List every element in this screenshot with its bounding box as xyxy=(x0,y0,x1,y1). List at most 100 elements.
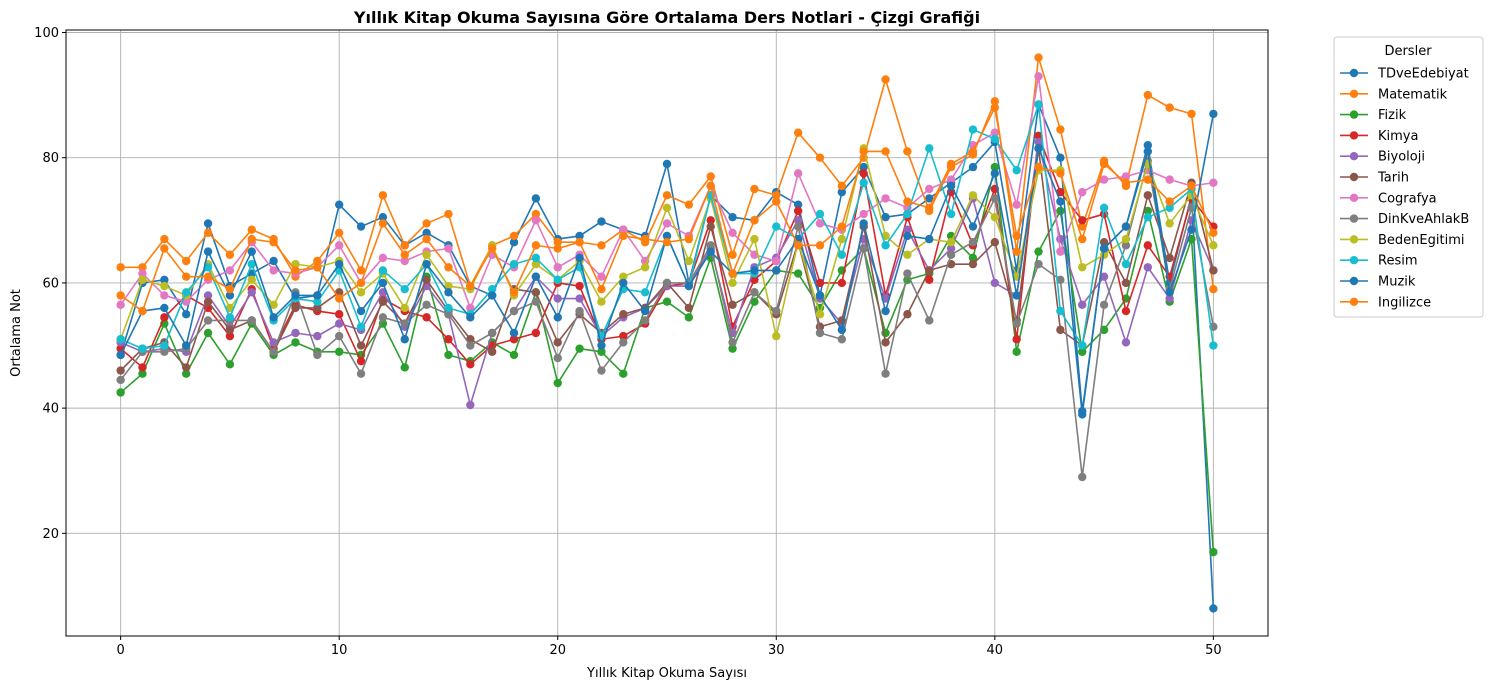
data-point xyxy=(662,231,672,241)
legend-marker xyxy=(1349,256,1359,265)
data-point xyxy=(1012,319,1021,328)
data-point xyxy=(531,194,541,203)
data-point xyxy=(422,300,431,310)
data-point xyxy=(728,300,737,310)
x-tick-label: 0 xyxy=(116,643,124,658)
data-point xyxy=(378,313,388,322)
y-tick-label: 80 xyxy=(42,151,59,166)
legend-item: BedenEgitimi xyxy=(1340,233,1464,248)
data-point xyxy=(247,225,256,234)
data-point xyxy=(1143,175,1153,184)
data-point xyxy=(968,125,978,134)
data-point xyxy=(1078,234,1087,244)
data-point xyxy=(793,128,803,137)
data-point xyxy=(313,331,322,341)
data-point xyxy=(356,369,366,378)
data-point xyxy=(400,250,409,259)
data-point xyxy=(728,228,737,238)
data-point xyxy=(815,328,825,338)
data-point xyxy=(1056,187,1065,197)
legend-label: Matematik xyxy=(1378,87,1448,102)
data-point xyxy=(706,172,715,181)
legend-marker xyxy=(1349,89,1359,99)
data-point xyxy=(531,241,541,250)
y-tick-label: 60 xyxy=(42,276,59,291)
axes: 0 10 20 30 40 50 20 40 60 80 100 xyxy=(34,26,1221,658)
data-point xyxy=(903,269,912,278)
data-point xyxy=(968,162,978,172)
data-point xyxy=(990,238,1000,247)
data-point xyxy=(750,184,759,194)
data-point xyxy=(1209,178,1218,187)
data-point xyxy=(859,244,868,253)
data-point xyxy=(509,231,519,241)
data-point xyxy=(203,263,213,272)
data-point xyxy=(553,338,562,347)
data-point xyxy=(203,272,213,281)
data-point xyxy=(1143,263,1153,272)
data-point xyxy=(225,303,235,313)
data-point xyxy=(378,219,388,228)
data-point xyxy=(444,310,453,319)
data-point xyxy=(1056,153,1065,162)
data-point xyxy=(422,250,431,259)
data-point xyxy=(575,344,584,353)
data-point xyxy=(968,147,978,156)
data-point xyxy=(750,250,759,259)
data-point xyxy=(334,310,344,319)
data-point xyxy=(859,178,868,187)
data-point xyxy=(1012,231,1021,241)
data-point xyxy=(400,241,409,250)
data-point xyxy=(1143,241,1153,250)
y-tick-label: 20 xyxy=(42,527,59,542)
data-point xyxy=(793,222,803,231)
data-point xyxy=(160,303,169,313)
y-axis-label: Ortalama Not xyxy=(9,289,24,377)
data-point xyxy=(334,347,344,356)
data-point xyxy=(487,328,497,338)
data-point xyxy=(553,238,562,247)
data-point xyxy=(116,335,125,344)
data-point xyxy=(946,159,956,169)
data-point xyxy=(531,216,541,225)
data-point xyxy=(619,310,628,319)
data-point xyxy=(400,319,409,328)
legend-marker xyxy=(1349,297,1359,306)
data-point xyxy=(946,250,956,259)
data-point xyxy=(1078,347,1087,356)
data-point xyxy=(269,266,278,275)
data-point xyxy=(1121,172,1131,181)
data-point xyxy=(772,331,781,341)
data-point xyxy=(1012,166,1021,175)
data-point xyxy=(684,256,694,266)
data-point xyxy=(247,275,256,284)
data-point xyxy=(334,294,344,303)
data-point xyxy=(619,338,628,347)
data-point xyxy=(509,335,519,344)
data-point xyxy=(706,181,715,191)
data-point xyxy=(1078,187,1087,197)
data-point xyxy=(1034,162,1043,172)
data-point xyxy=(422,234,431,244)
data-point xyxy=(444,281,453,291)
data-point xyxy=(466,360,475,369)
data-point xyxy=(990,97,1000,106)
data-point xyxy=(1099,325,1109,335)
data-point xyxy=(356,306,366,316)
data-point xyxy=(859,209,868,219)
data-point xyxy=(313,350,322,360)
data-point xyxy=(597,217,606,226)
data-point xyxy=(334,319,344,328)
data-point xyxy=(881,338,890,347)
data-point xyxy=(1143,212,1153,222)
data-point xyxy=(334,228,344,238)
data-point xyxy=(1143,147,1153,156)
data-point xyxy=(356,356,366,366)
data-point xyxy=(1209,604,1218,613)
legend-title: Dersler xyxy=(1384,44,1432,59)
data-point xyxy=(422,219,431,228)
data-point xyxy=(138,269,147,278)
legend-label: Ingilizce xyxy=(1378,295,1431,310)
legend-item: Ingilizce xyxy=(1340,295,1431,310)
data-point xyxy=(793,206,803,216)
